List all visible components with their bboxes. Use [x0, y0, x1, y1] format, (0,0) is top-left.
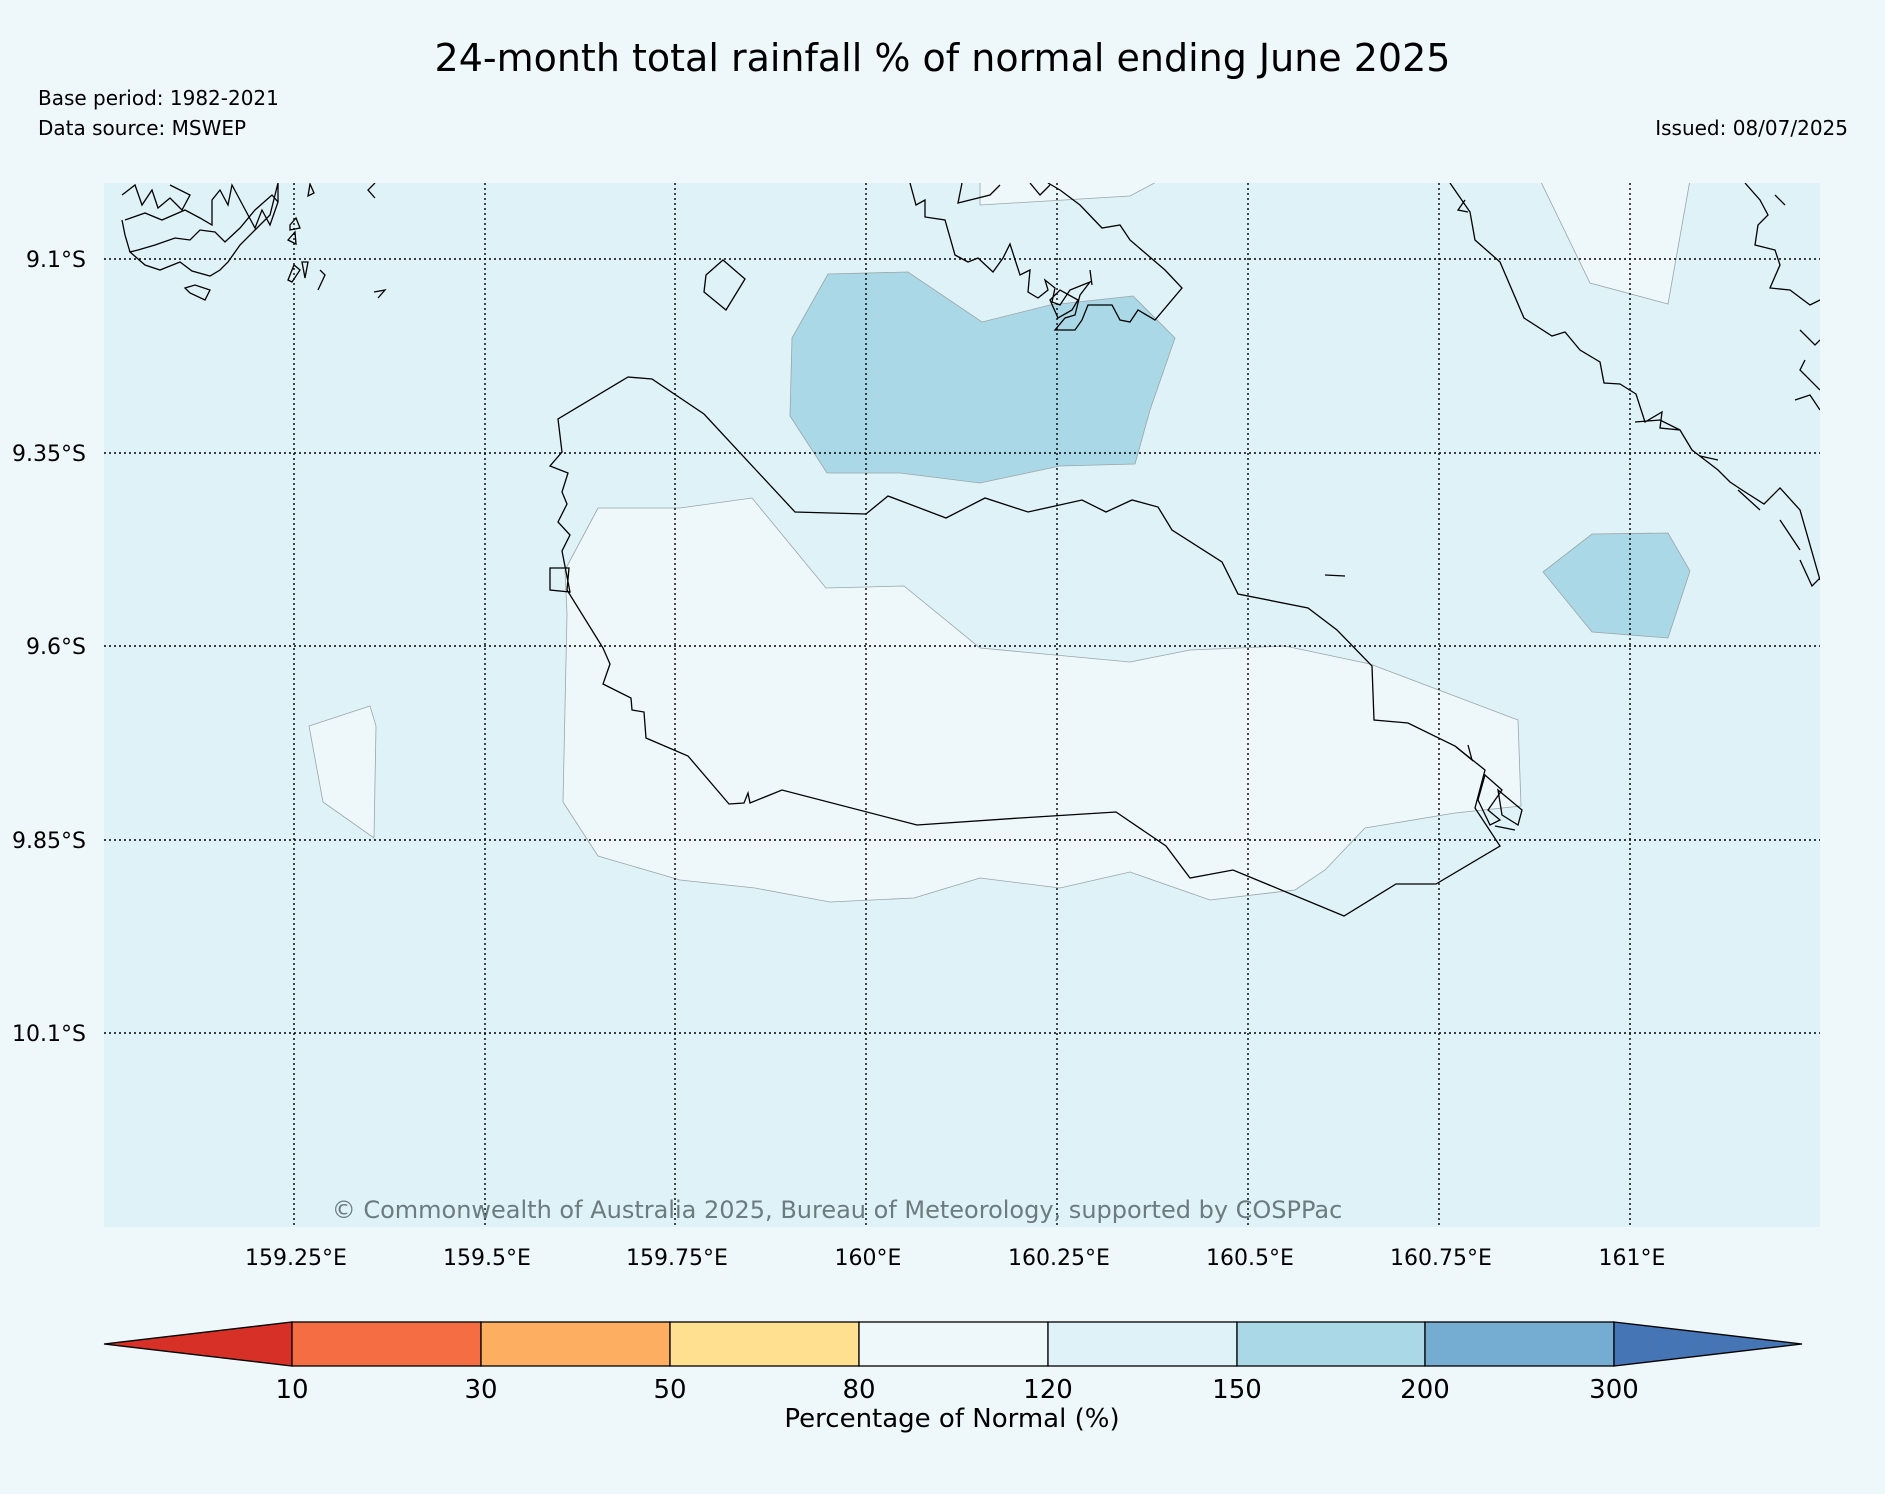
colorbar-tick-label: 30	[464, 1375, 497, 1405]
lon-label: 161°E	[1599, 1246, 1666, 1271]
latitude-labels: 9.1°S 9.35°S 9.6°S 9.85°S 10.1°S	[12, 248, 86, 1047]
contour-80-120-main	[562, 497, 1522, 903]
coastline-islet-north	[703, 259, 746, 311]
colorbar-extend-low	[103, 1321, 293, 1367]
coastline-northwest-islands	[121, 183, 279, 301]
colorbar-tick-label: 80	[842, 1375, 875, 1405]
colorbar-segment	[1236, 1321, 1426, 1367]
contour-150-200-east	[1542, 532, 1691, 639]
coastline-northwest-islets	[286, 183, 387, 299]
coastline-main-island	[548, 376, 1501, 917]
lon-label: 160.25°E	[1008, 1246, 1110, 1271]
colorbar-segment	[291, 1321, 482, 1367]
colorbar-extend-high	[1613, 1321, 1803, 1367]
coastline-north-central	[909, 183, 1183, 331]
coastlines	[121, 183, 1820, 917]
colorbar-tick-label: 120	[1023, 1375, 1073, 1405]
longitude-labels: 159.25°E 159.5°E 159.75°E 160°E 160.25°E 160.…	[245, 1246, 1665, 1271]
lon-label: 160.5°E	[1206, 1246, 1294, 1271]
contour-80-120-northeast	[1541, 183, 1690, 305]
lon-label: 159.5°E	[443, 1246, 531, 1271]
colorbar-tick-label: 50	[653, 1375, 686, 1405]
data-source-label: Data source: MSWEP	[38, 116, 247, 140]
chart-title: 24-month total rainfall % of normal endi…	[434, 36, 1451, 80]
lat-label: 9.85°S	[12, 829, 86, 854]
colorbar-label: Percentage of Normal (%)	[784, 1404, 1119, 1434]
lon-label: 160.75°E	[1390, 1246, 1492, 1271]
coastline-southeast-islets	[1454, 744, 1523, 831]
lon-label: 159.75°E	[626, 1246, 728, 1271]
contour-80-120-north	[979, 183, 1156, 206]
lat-label: 9.35°S	[12, 442, 86, 467]
coastline-east	[1324, 183, 1820, 588]
contour-80-120-west	[308, 705, 377, 839]
colorbar-tick-label: 10	[275, 1375, 308, 1405]
colorbar-segment	[1047, 1321, 1238, 1367]
copyright-notice: © Commonwealth of Australia 2025, Bureau…	[332, 1196, 1343, 1224]
colorbar-tick-label: 200	[1400, 1375, 1450, 1405]
base-period-label: Base period: 1982-2021	[38, 86, 279, 110]
colorbar-segment	[669, 1321, 860, 1367]
lat-label: 9.6°S	[26, 635, 86, 660]
lat-label: 10.1°S	[12, 1022, 86, 1047]
colorbar-tick-label: 150	[1212, 1375, 1262, 1405]
graticule	[104, 183, 1820, 1227]
colorbar-tick-label: 300	[1589, 1375, 1639, 1405]
issued-date-label: Issued: 08/07/2025	[1655, 116, 1848, 140]
colorbar: 10 30 50 80 120 150 200 300	[103, 1321, 1803, 1405]
colorbar-segment	[1424, 1321, 1615, 1367]
lat-label: 9.1°S	[26, 248, 86, 273]
lon-label: 159.25°E	[245, 1246, 347, 1271]
lon-label: 160°E	[835, 1246, 902, 1271]
colorbar-segment	[480, 1321, 671, 1367]
colorbar-segment	[858, 1321, 1049, 1367]
